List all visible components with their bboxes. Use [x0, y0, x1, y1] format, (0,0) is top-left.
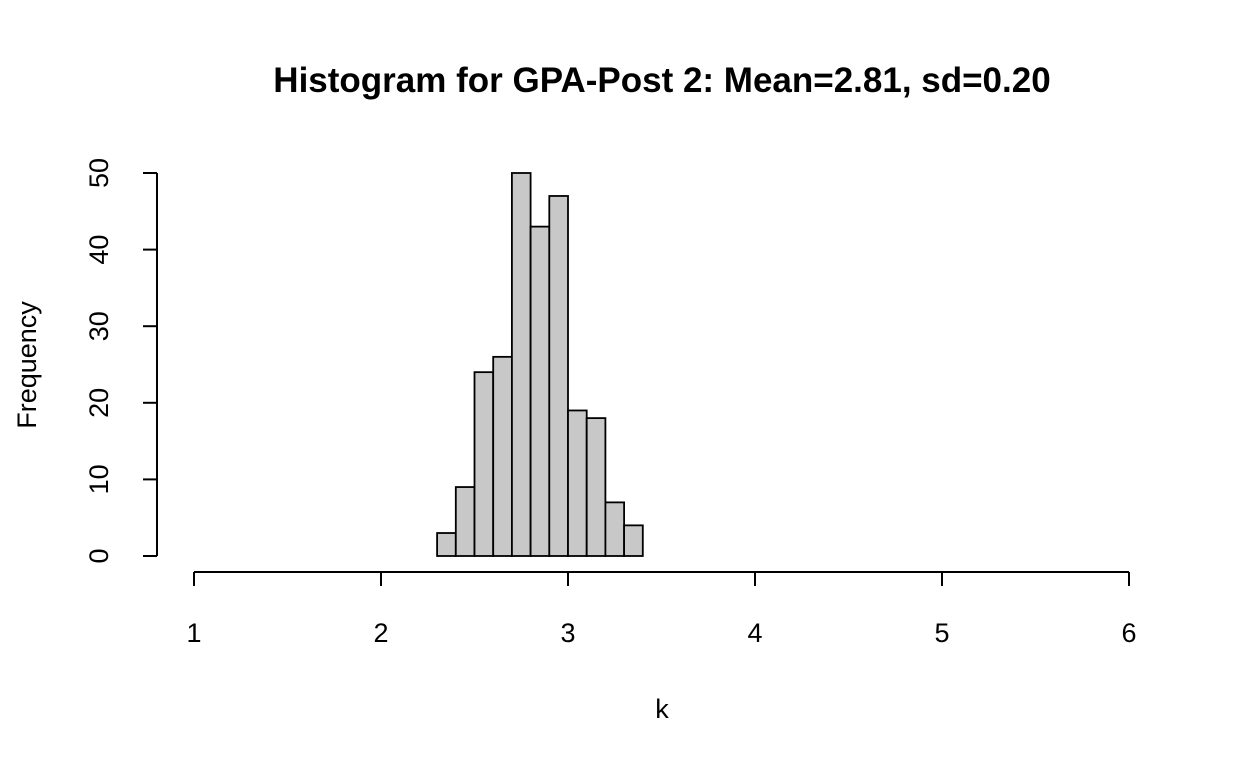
x-axis: 1 2 3 4 5 6 — [186, 571, 1137, 648]
histogram-bar — [529, 225, 551, 557]
histogram-bar — [604, 501, 626, 557]
histogram-bar — [492, 355, 513, 557]
y-tick-label: 10 — [84, 464, 114, 494]
y-tick-label: 50 — [84, 158, 114, 188]
y-tick-label: 40 — [84, 235, 114, 265]
x-tick-label: 3 — [560, 618, 575, 648]
histogram-bar — [436, 532, 457, 557]
histogram-bar — [623, 524, 644, 557]
histogram-bar — [548, 195, 569, 557]
histogram-bar — [510, 172, 532, 557]
x-tick-label: 2 — [373, 618, 388, 648]
y-axis: 0 10 20 30 40 50 — [84, 158, 158, 564]
y-tick-label: 30 — [84, 311, 114, 341]
x-tick-label: 1 — [186, 618, 201, 648]
x-axis-label: k — [655, 694, 669, 724]
histogram-bar — [454, 486, 476, 557]
histogram-bar — [473, 371, 495, 557]
histogram-bar — [567, 409, 588, 557]
x-tick-label: 6 — [1121, 618, 1136, 648]
x-tick-label: 5 — [934, 618, 949, 648]
y-tick-label: 0 — [84, 548, 114, 563]
chart-title: Histogram for GPA-Post 2: Mean=2.81, sd=… — [273, 61, 1050, 100]
histogram-bar — [585, 417, 607, 557]
y-tick-label: 20 — [84, 388, 114, 418]
x-tick-label: 4 — [747, 618, 762, 648]
y-axis-label: Frequency — [12, 301, 42, 429]
bars-group — [436, 172, 644, 557]
